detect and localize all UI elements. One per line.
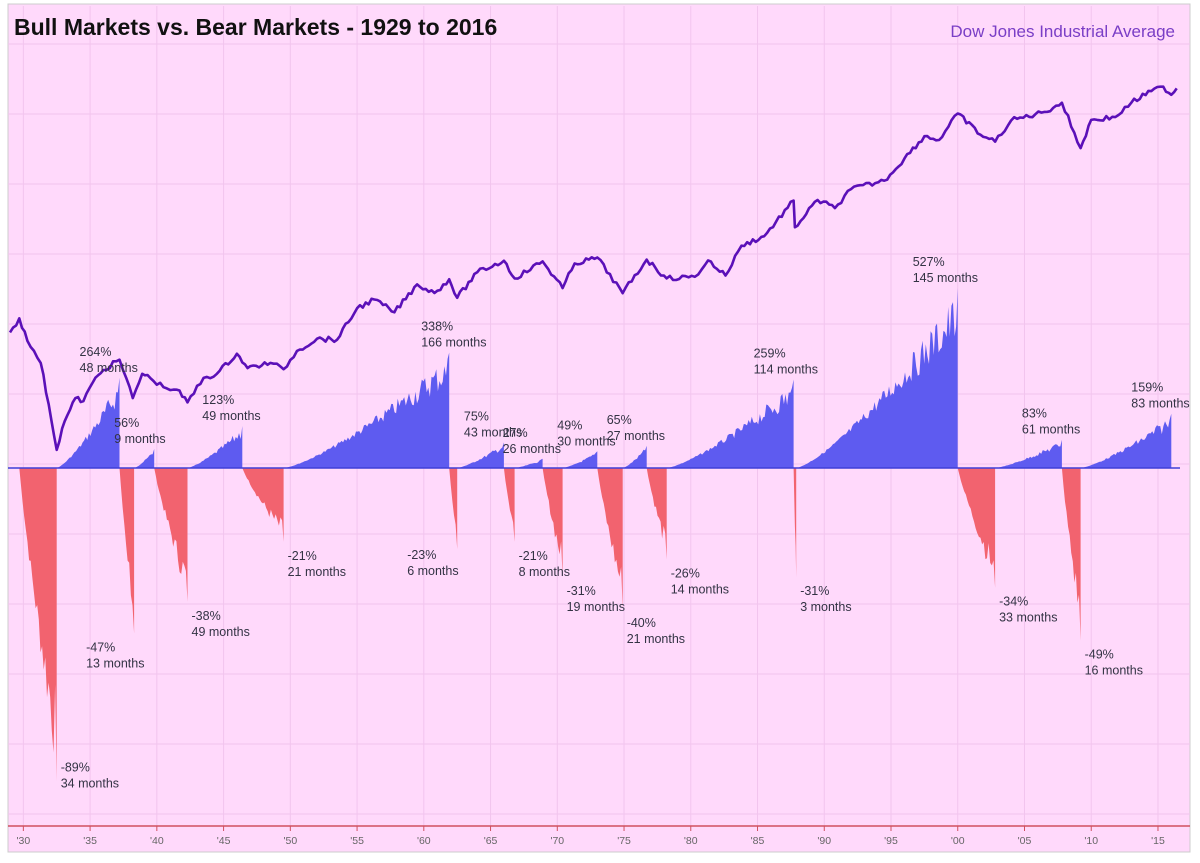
tick-label: '50 <box>283 835 297 847</box>
market-label-pct: -38% <box>192 609 221 623</box>
market-label-months: 26 months <box>503 442 561 456</box>
bull-market-area-23 <box>1080 413 1172 468</box>
bull-market-area-9 <box>457 442 504 468</box>
bull-market-area-5 <box>187 426 243 468</box>
tick-label: '85 <box>751 835 765 847</box>
market-label-pct: 527% <box>913 255 945 269</box>
bull-market-area-21 <box>995 439 1062 468</box>
tick-label: '55 <box>350 835 364 847</box>
tick-label: '95 <box>884 835 898 847</box>
market-label-months: 114 months <box>754 363 818 377</box>
bear-market-area-0 <box>19 468 57 782</box>
tick-label: '65 <box>484 835 498 847</box>
bull-market-area-7 <box>283 352 450 468</box>
market-label-pct: 123% <box>202 393 234 407</box>
market-label-pct: -21% <box>288 549 317 563</box>
bull-market-area-3 <box>134 448 155 468</box>
market-label-pct: 75% <box>464 409 489 423</box>
bear-market-area-22 <box>1061 468 1081 641</box>
market-label-months: 13 months <box>86 656 144 670</box>
bear-market-area-14 <box>597 468 623 609</box>
market-label-pct: -89% <box>61 760 90 774</box>
market-label-pct: 65% <box>607 413 632 427</box>
market-label-pct: -49% <box>1085 648 1114 662</box>
market-label-months: 14 months <box>671 583 729 597</box>
bull-market-area-13 <box>562 451 598 468</box>
market-areas <box>19 288 1172 782</box>
market-label-pct: -31% <box>567 584 596 598</box>
x-axis-ticks: '30 '35 '40 '45 '50 '55 '60 '65 '70 '75 '80 '85 '90 '… <box>17 826 1165 847</box>
market-label-months: 19 months <box>567 600 625 614</box>
bear-market-area-12 <box>542 468 563 578</box>
bull-market-area-1 <box>56 377 120 468</box>
market-label-months: 27 months <box>607 429 665 443</box>
market-label-months: 83 months <box>1131 397 1189 411</box>
bull-market-area-11 <box>514 458 543 468</box>
market-label-months: 3 months <box>800 600 851 614</box>
bear-market-area-18 <box>793 468 797 578</box>
tick-label: '90 <box>817 835 831 847</box>
tick-label: '80 <box>684 835 698 847</box>
tick-label: '05 <box>1018 835 1032 847</box>
market-label-months: 34 months <box>61 776 119 790</box>
bear-market-area-16 <box>646 468 667 560</box>
market-label-pct: -34% <box>999 595 1028 609</box>
market-label-months: 48 months <box>80 361 138 375</box>
bear-market-area-20 <box>957 468 996 588</box>
tick-label: '15 <box>1151 835 1165 847</box>
market-label-pct: 159% <box>1131 381 1163 395</box>
bull-market-area-19 <box>796 288 958 468</box>
market-label-pct: 83% <box>1022 407 1047 421</box>
dow-jones-line <box>8 85 1178 452</box>
tick-label: '40 <box>150 835 164 847</box>
market-label-pct: -26% <box>671 567 700 581</box>
tick-label: '60 <box>417 835 431 847</box>
bear-market-area-2 <box>119 468 135 634</box>
market-label-pct: -31% <box>800 584 829 598</box>
tick-label: '35 <box>83 835 97 847</box>
bear-market-area-6 <box>242 468 284 542</box>
market-label-pct: -40% <box>627 616 656 630</box>
market-label-months: 16 months <box>1085 664 1143 678</box>
market-label-pct: 338% <box>421 320 453 334</box>
legend-dow-jones: Dow Jones Industrial Average <box>950 22 1175 41</box>
tick-label: '30 <box>17 835 31 847</box>
market-label-pct: -21% <box>519 549 548 563</box>
market-label-pct: -47% <box>86 640 115 654</box>
tick-label: '70 <box>550 835 564 847</box>
market-label-pct: 27% <box>503 426 528 440</box>
market-label-pct: 259% <box>754 347 786 361</box>
market-label-months: 43 months <box>464 425 522 439</box>
bear-market-area-8 <box>449 468 458 549</box>
market-label-months: 21 months <box>627 632 685 646</box>
market-labels: -89% 34 months 264% 48 months -47% 13 months 5… <box>61 255 1190 790</box>
market-label-pct: 49% <box>557 418 582 432</box>
bull-market-area-15 <box>622 445 647 468</box>
market-label-pct: 264% <box>80 345 112 359</box>
bull-market-area-17 <box>666 379 794 468</box>
market-label-pct: -23% <box>407 548 436 562</box>
market-label-months: 6 months <box>407 564 458 578</box>
tick-label: '45 <box>217 835 231 847</box>
market-label-months: 9 months <box>114 432 165 446</box>
tick-label: '00 <box>951 835 965 847</box>
market-label-months: 21 months <box>288 565 346 579</box>
market-label-months: 61 months <box>1022 423 1080 437</box>
market-label-months: 49 months <box>192 625 250 639</box>
chart-background <box>7 3 1191 853</box>
bear-market-area-10 <box>503 468 515 542</box>
market-label-months: 30 months <box>557 434 615 448</box>
market-label-months: 8 months <box>519 565 570 579</box>
market-label-months: 145 months <box>913 271 978 285</box>
market-label-pct: 56% <box>114 416 139 430</box>
market-label-months: 33 months <box>999 611 1057 625</box>
market-label-months: 49 months <box>202 409 260 423</box>
chart-title: Bull Markets vs. Bear Markets - 1929 to … <box>14 14 497 40</box>
market-label-months: 166 months <box>421 336 486 350</box>
tick-label: '75 <box>617 835 631 847</box>
tick-label: '10 <box>1084 835 1098 847</box>
bear-market-area-4 <box>154 468 188 602</box>
